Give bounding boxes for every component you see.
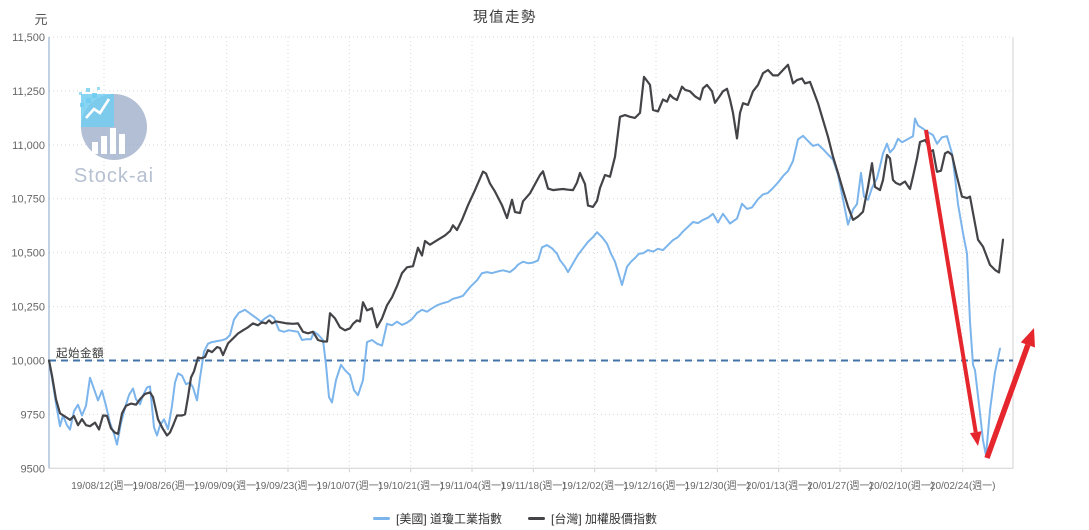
stock-ai-watermark: Stock-ai [56, 86, 172, 188]
x-tick-label: 19/12/30(週一) [685, 480, 751, 492]
red-arrow-up-head [1020, 328, 1035, 348]
x-tick-label: 19/11/04(週一) [440, 480, 505, 492]
y-tick-label: 11,500 [12, 32, 45, 44]
y-tick-label: 10,250 [11, 302, 45, 314]
x-tick-label: 19/08/26(週一) [133, 480, 199, 492]
us-dow-legend-label: [美國] 道瓊工業指數 [395, 511, 502, 526]
x-tick-label: 20/01/27(週一) [807, 480, 873, 492]
stock-ai-logo-icon [79, 87, 147, 160]
x-tick-label: 19/12/16(週一) [623, 480, 689, 492]
start-amount-label: 起始金額 [56, 348, 104, 360]
taiwan-weighted-legend-label: [台灣] 加權股價指數 [551, 511, 658, 526]
y-tick-label: 10,000 [11, 355, 45, 367]
chart-legend: [美國] 道瓊工業指數 [台灣] 加權股價指數 [0, 507, 1030, 529]
red-arrow-annotations [924, 129, 1035, 459]
x-tick-label: 19/12/02(週一) [562, 480, 628, 492]
gridlines [49, 36, 1013, 473]
y-tick-label: 9750 [21, 409, 45, 421]
axis-labels: 9500 9750 10,000 10,250 10,500 10,750 11,000 11… [11, 32, 995, 492]
y-tick-label: 11,000 [12, 140, 45, 152]
x-tick-label: 19/08/12(週一) [71, 480, 137, 492]
stock-ai-logo-text: Stock-ai [73, 165, 155, 187]
us-dow-line-swatch [372, 516, 390, 520]
x-tick-label: 20/01/13(週一) [746, 480, 812, 492]
series-line-taiwan-weighted[interactable] [47, 63, 1005, 437]
x-tick-label: 20/02/10(週一) [869, 480, 935, 492]
series-line-us-dow[interactable] [48, 117, 1001, 457]
y-tick-label: 10,500 [11, 248, 45, 260]
chart-title: 現值走勢 [473, 10, 537, 26]
y-axis-unit-label: 元 [34, 12, 48, 27]
x-tick-label: 19/09/09(週一) [194, 480, 260, 492]
red-arrow-up-line [984, 343, 1031, 459]
x-tick-label: 19/09/23(週一) [255, 480, 321, 492]
legend-item-us-dow[interactable]: [美國] 道瓊工業指數 [372, 510, 502, 527]
red-arrow-down-line [924, 129, 978, 433]
x-tick-label: 19/11/18(週一) [501, 480, 566, 492]
x-tick-label: 19/10/07(週一) [317, 480, 383, 492]
x-tick-label: 20/02/24(週一) [930, 480, 996, 492]
legend-item-taiwan-weighted[interactable]: [台灣] 加權股價指數 [528, 510, 657, 527]
taiwan-weighted-line-swatch [528, 516, 545, 520]
y-tick-label: 11,250 [12, 86, 45, 98]
x-tick-label: 19/10/21(週一) [378, 480, 444, 492]
y-tick-label: 9500 [21, 463, 45, 475]
red-arrow-down-head [969, 431, 982, 446]
axes [48, 37, 1014, 469]
y-tick-label: 10,750 [11, 194, 45, 206]
